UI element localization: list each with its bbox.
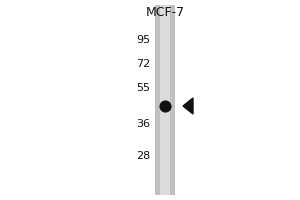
Point — [163, 104, 167, 108]
Text: MCF-7: MCF-7 — [146, 5, 184, 19]
Bar — [160, 5, 170, 195]
Text: 95: 95 — [136, 35, 150, 45]
Bar — [155, 5, 175, 195]
Text: 28: 28 — [136, 151, 150, 161]
Text: 55: 55 — [136, 83, 150, 93]
Polygon shape — [183, 98, 193, 114]
Text: 72: 72 — [136, 59, 150, 69]
Text: 36: 36 — [136, 119, 150, 129]
